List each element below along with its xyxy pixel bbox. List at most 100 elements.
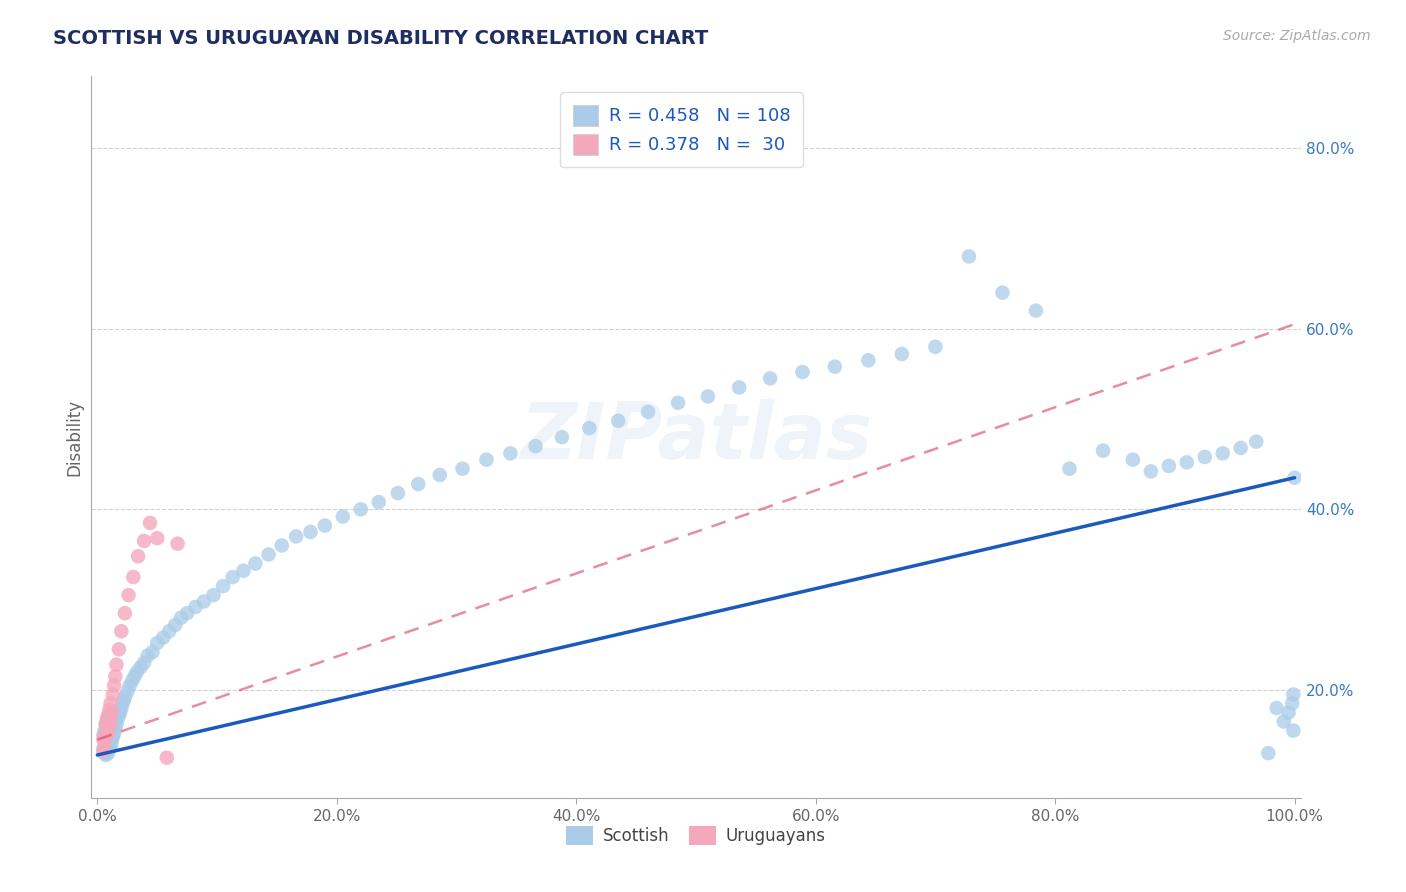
Point [118, 678, 141, 692]
Point [125, 665, 148, 679]
Text: Source: ZipAtlas.com: Source: ZipAtlas.com [1223, 29, 1371, 43]
Point [105, 717, 128, 731]
Point [100, 723, 122, 738]
Point [212, 579, 235, 593]
Point [792, 365, 814, 379]
Point [202, 588, 225, 602]
Point [1122, 452, 1144, 467]
Point [637, 405, 659, 419]
Point [697, 389, 720, 403]
Point [314, 518, 336, 533]
Point [101, 688, 124, 702]
Point [666, 396, 689, 410]
Point [122, 570, 145, 584]
Point [146, 636, 169, 650]
Point [1272, 714, 1295, 729]
Point [1157, 458, 1180, 473]
Point [1025, 303, 1047, 318]
Point [100, 735, 122, 749]
Point [387, 486, 409, 500]
Point [103, 726, 125, 740]
Point [98, 721, 121, 735]
Point [93, 723, 115, 738]
Point [156, 750, 179, 764]
Point [232, 564, 254, 578]
Point [94, 747, 117, 762]
Point [578, 421, 600, 435]
Point [100, 728, 122, 742]
Point [858, 353, 880, 368]
Point [97, 712, 120, 726]
Legend: Scottish, Uruguayans: Scottish, Uruguayans [560, 819, 832, 852]
Point [100, 739, 122, 753]
Point [103, 678, 125, 692]
Point [1282, 688, 1305, 702]
Point [98, 703, 121, 717]
Point [165, 618, 187, 632]
Point [451, 461, 474, 475]
Point [93, 744, 115, 758]
Point [98, 721, 121, 735]
Point [176, 606, 198, 620]
Point [221, 570, 243, 584]
Point [1257, 746, 1279, 760]
Point [97, 726, 120, 740]
Point [101, 717, 124, 731]
Point [101, 730, 124, 744]
Point [367, 495, 389, 509]
Point [1265, 701, 1288, 715]
Point [406, 477, 429, 491]
Point [1277, 706, 1299, 720]
Point [117, 685, 139, 699]
Point [991, 285, 1014, 300]
Point [1281, 697, 1303, 711]
Point [1244, 434, 1267, 449]
Point [96, 714, 118, 729]
Point [551, 430, 574, 444]
Text: SCOTTISH VS URUGUAYAN DISABILITY CORRELATION CHART: SCOTTISH VS URUGUAYAN DISABILITY CORRELA… [53, 29, 709, 47]
Point [332, 509, 354, 524]
Point [98, 708, 121, 723]
Point [824, 359, 846, 374]
Point [299, 524, 322, 539]
Point [107, 712, 129, 726]
Point [193, 594, 215, 608]
Point [245, 557, 267, 571]
Point [100, 706, 122, 720]
Point [1212, 446, 1234, 460]
Point [97, 726, 120, 740]
Point [93, 746, 115, 760]
Point [759, 371, 782, 385]
Point [94, 717, 117, 731]
Point [93, 728, 115, 742]
Point [96, 744, 118, 758]
Point [104, 721, 127, 735]
Point [93, 732, 115, 747]
Point [114, 606, 136, 620]
Point [957, 249, 980, 264]
Point [114, 690, 136, 705]
Point [111, 697, 134, 711]
Point [1092, 443, 1115, 458]
Point [100, 716, 122, 731]
Point [93, 728, 115, 742]
Point [890, 347, 912, 361]
Point [1284, 471, 1306, 485]
Point [96, 723, 118, 738]
Point [1140, 464, 1163, 478]
Point [96, 730, 118, 744]
Point [1059, 461, 1081, 475]
Point [499, 446, 522, 460]
Point [475, 452, 498, 467]
Point [127, 549, 149, 564]
Point [94, 732, 117, 747]
Point [121, 673, 143, 688]
Point [184, 599, 207, 614]
Point [100, 697, 122, 711]
Y-axis label: Disability: Disability [65, 399, 83, 475]
Point [924, 340, 946, 354]
Point [285, 529, 308, 543]
Point [103, 712, 125, 726]
Point [607, 414, 630, 428]
Point [166, 536, 188, 550]
